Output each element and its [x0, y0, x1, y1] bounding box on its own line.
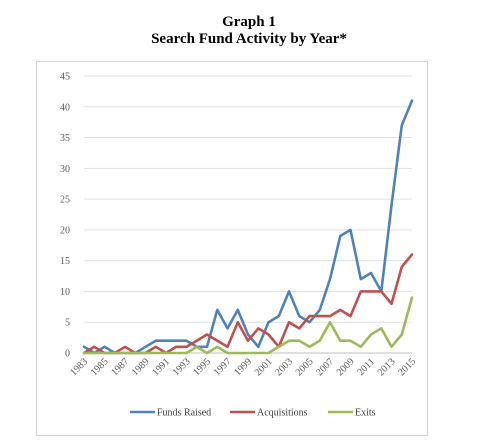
y-tick-label: 15 [60, 256, 70, 267]
y-tick-label: 10 [60, 287, 70, 298]
x-tick-label: 1993 [171, 356, 193, 378]
x-tick-label: 1983 [68, 356, 90, 378]
x-tick-label: 1987 [109, 356, 131, 378]
x-tick-label: 2011 [355, 356, 377, 378]
y-axis-ticks: 0 5 10 15 20 25 30 35 40 45 [60, 72, 70, 360]
legend-label: Funds Raised [157, 408, 211, 419]
x-axis-ticks: 1983198519871989199119931995199719992001… [68, 356, 418, 378]
y-tick-label: 5 [65, 318, 70, 329]
chart-title: Graph 1 [222, 14, 276, 30]
x-tick-label: 1989 [130, 356, 152, 378]
legend: Funds Raised Acquisitions Exits [130, 408, 376, 419]
series-line-funds-raised [82, 99, 414, 355]
y-tick-label: 30 [60, 164, 70, 175]
x-tick-label: 2009 [335, 356, 357, 378]
x-tick-label: 1985 [89, 356, 111, 378]
x-tick-label: 2015 [396, 356, 418, 378]
x-tick-label: 2013 [376, 356, 398, 378]
gridlines [84, 75, 412, 354]
legend-label: Acquisitions [257, 408, 308, 419]
x-tick-label: 2001 [253, 356, 275, 378]
x-tick-label: 2003 [273, 356, 295, 378]
series-line-acquisitions [82, 253, 414, 355]
legend-label: Exits [355, 408, 376, 419]
y-tick-label: 40 [60, 102, 70, 113]
chart-subtitle: Search Fund Activity by Year* [151, 31, 347, 47]
chart-frame [36, 61, 428, 436]
chart-title-block: Graph 1 Search Fund Activity by Year* [0, 14, 498, 48]
x-tick-label: 2005 [294, 356, 316, 378]
x-tick-label: 1995 [191, 356, 213, 378]
y-tick-label: 25 [60, 195, 70, 206]
x-tick-label: 1991 [150, 356, 172, 378]
y-tick-label: 45 [60, 72, 70, 83]
series-line-exits [82, 296, 414, 355]
y-tick-label: 35 [60, 133, 70, 144]
x-tick-label: 1997 [212, 356, 234, 378]
x-tick-label: 2007 [314, 356, 336, 378]
y-tick-label: 0 [65, 349, 70, 360]
x-tick-label: 1999 [232, 356, 254, 378]
series-lines [82, 99, 414, 355]
y-tick-label: 20 [60, 225, 70, 236]
